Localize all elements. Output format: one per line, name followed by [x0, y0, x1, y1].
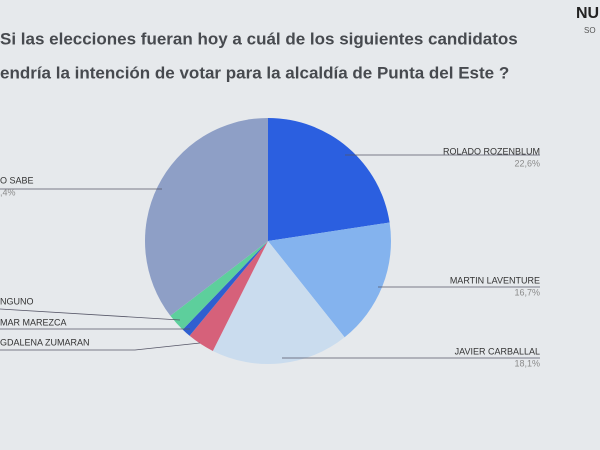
slice-label: MAR MAREZCA [0, 317, 67, 327]
logo: NU [576, 5, 599, 22]
slice-label: NGUNO [0, 296, 34, 306]
leader-line [0, 308, 181, 321]
slice-label: JAVIER CARBALLAL [455, 346, 540, 356]
value-label: 22,6% [514, 158, 540, 168]
chart-title: Si las elecciones fueran hoy a cuál de l… [0, 29, 518, 48]
pie-slice [212, 241, 345, 365]
value-label: ,4% [0, 187, 16, 197]
slice-label: O SABE [0, 175, 34, 185]
chart-title: endría la intención de votar para la alc… [0, 63, 509, 82]
slice-label: GDALENA ZUMARAN [0, 337, 90, 347]
pie-slice [268, 222, 391, 338]
slice-label: ROLADO ROZENBLUM [443, 146, 540, 156]
logo-sub: SO [584, 26, 596, 35]
pie-slice [189, 241, 268, 351]
value-label: 16,7% [514, 287, 540, 297]
pie-slice [182, 241, 268, 336]
value-label: 18,1% [514, 358, 540, 368]
pie-slice [268, 118, 390, 241]
pie-slice [145, 118, 268, 316]
pie-slice [170, 241, 268, 330]
slice-label: MARTIN LAVENTURE [450, 275, 540, 285]
leader-line [0, 342, 201, 351]
